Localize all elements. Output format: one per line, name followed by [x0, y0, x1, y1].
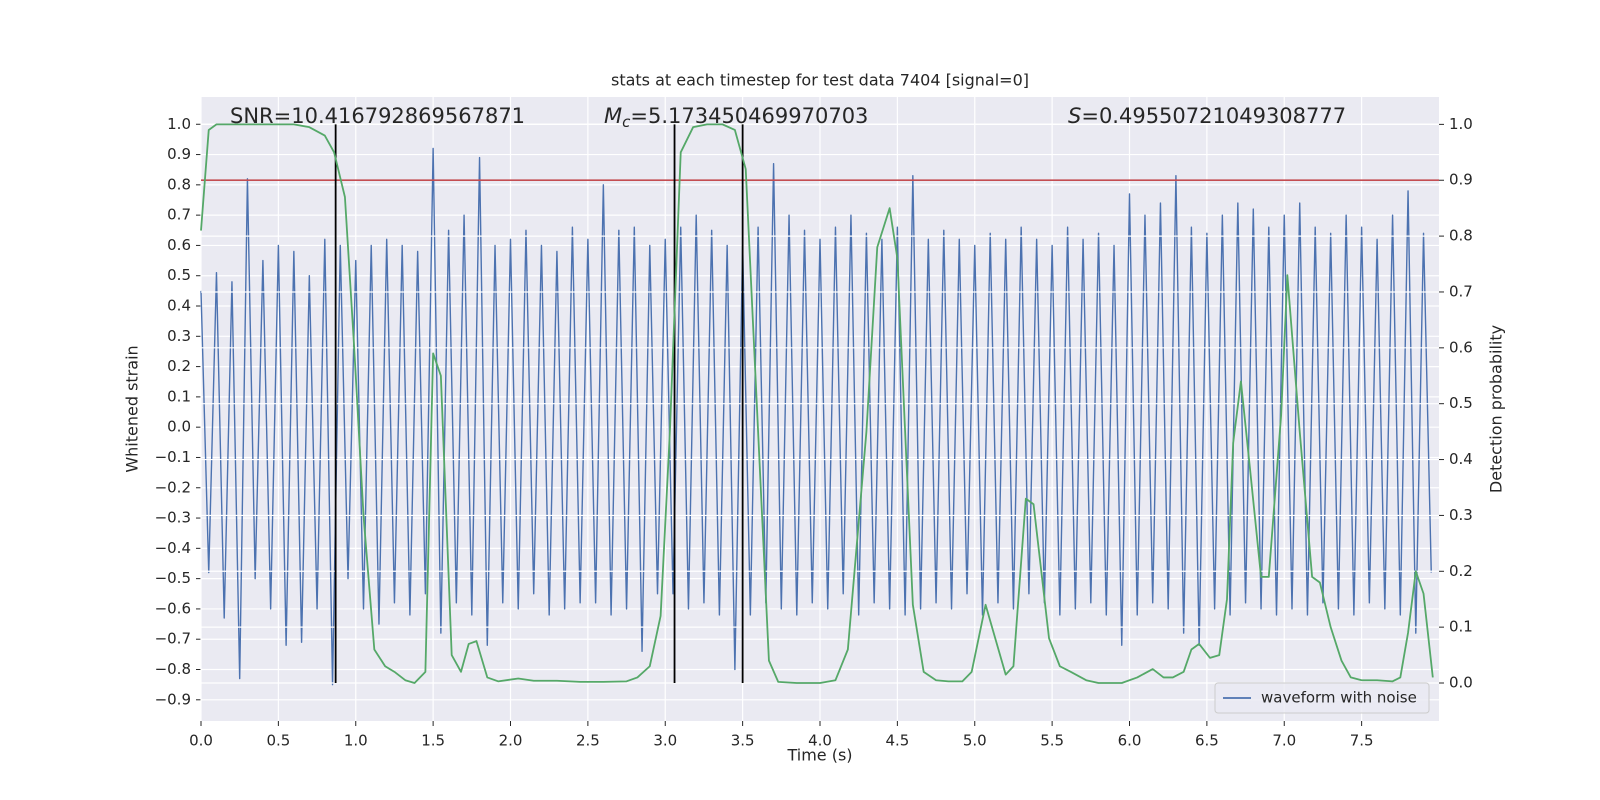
legend-box: [1214, 682, 1430, 714]
y2-tick-label: 0.3: [1449, 506, 1473, 524]
x-tick-label: 0.0: [189, 732, 213, 750]
y-tick-label: 0.7: [167, 206, 191, 224]
y-tick-label: 0.6: [167, 236, 191, 254]
y2-tick-label: 0.8: [1449, 227, 1473, 245]
x-tick-label: 2.0: [499, 732, 523, 750]
score-value: =0.49550721049308777: [1081, 104, 1346, 128]
y-tick-label: 0.2: [167, 357, 191, 375]
probability-line: [200, 123, 1434, 684]
chirp-mass-value: =5.173450469970703: [630, 104, 868, 128]
y2-tick-label: 0.9: [1449, 171, 1473, 189]
chart-title: stats at each timestep for test data 740…: [611, 71, 1029, 90]
x-axis-label: Time (s): [786, 746, 852, 765]
x-tick-label: 3.0: [653, 732, 677, 750]
score-symbol: S: [1068, 104, 1081, 128]
waveform-line: [200, 147, 1432, 686]
x-tick-label: 7.0: [1272, 732, 1296, 750]
score-annotation: S=0.49550721049308777: [1068, 104, 1346, 128]
y-tick-label: −0.7: [155, 630, 191, 648]
x-tick-label: 0.5: [266, 732, 290, 750]
y2-tick-label: 0.7: [1449, 282, 1473, 300]
y-tick-label: 0.4: [167, 297, 191, 315]
y-tick-label: 0.8: [167, 175, 191, 193]
legend: waveform with noise: [1214, 682, 1430, 714]
x-tick-label: 5.0: [963, 732, 987, 750]
x-tick-label: 3.5: [731, 732, 755, 750]
y2-tick-label: 0.6: [1449, 338, 1473, 356]
y-tick-label: −0.2: [155, 478, 191, 496]
y-tick-label: 0.0: [167, 418, 191, 436]
y-tick-label: −0.6: [155, 599, 191, 617]
y-tick-label: 1.0: [167, 115, 191, 133]
x-tick-label: 1.5: [421, 732, 445, 750]
x-tick-label: 6.5: [1195, 732, 1219, 750]
x-tick-label: 1.0: [344, 732, 368, 750]
y-tick-label: −0.5: [155, 569, 191, 587]
x-tick-label: 7.5: [1350, 732, 1374, 750]
y-tick-label: −0.8: [155, 660, 191, 678]
y2-tick-label: 0.5: [1449, 394, 1473, 412]
chirp-mass-subscript: c: [622, 113, 631, 131]
x-tick-label: 2.5: [576, 732, 600, 750]
legend-label: waveform with noise: [1261, 689, 1417, 707]
y-tick-label: 0.1: [167, 387, 191, 405]
snr-annotation: SNR=10.416792869567871: [230, 104, 525, 128]
y2-tick-label: 0.4: [1449, 450, 1473, 468]
chirp-mass-symbol: M: [604, 104, 622, 128]
y2-tick-label: 0.1: [1449, 618, 1473, 636]
y-axis-label: Whitened strain: [123, 345, 142, 472]
x-tick-label: 4.5: [885, 732, 909, 750]
y-tick-label: −0.1: [155, 448, 191, 466]
y-tick-label: −0.3: [155, 509, 191, 527]
y2-axis-label: Detection probability: [1487, 325, 1506, 493]
y2-tick-label: 1.0: [1449, 115, 1473, 133]
x-tick-label: 4.0: [808, 732, 832, 750]
x-tick-label: 6.0: [1118, 732, 1142, 750]
y-tick-label: 0.3: [167, 327, 191, 345]
y-tick-label: 0.9: [167, 145, 191, 163]
chirp-mass-annotation: Mc=5.173450469970703: [604, 104, 868, 131]
y2-tick-label: 0.0: [1449, 674, 1473, 692]
y2-tick-label: 0.2: [1449, 562, 1473, 580]
y-tick-label: 0.5: [167, 266, 191, 284]
y-tick-label: −0.9: [155, 690, 191, 708]
x-tick-label: 5.5: [1040, 732, 1064, 750]
y-tick-label: −0.4: [155, 539, 191, 557]
